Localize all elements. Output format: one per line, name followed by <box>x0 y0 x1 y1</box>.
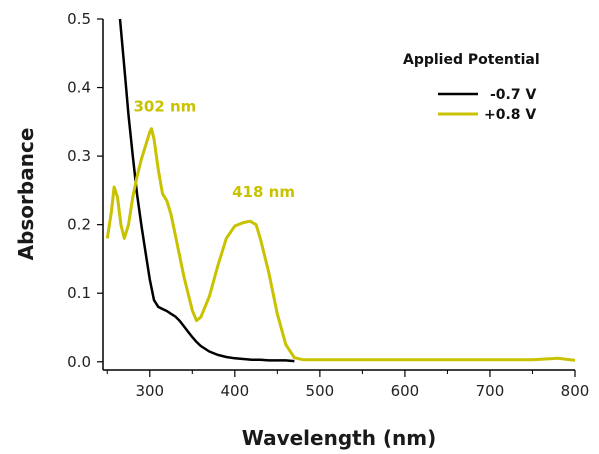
y-tick-label: 0.3 <box>67 147 91 165</box>
annotations: 302 nm 418 nm <box>133 97 294 201</box>
x-tick-label: 300 <box>135 382 164 400</box>
y-tick-label: 0.4 <box>67 79 91 97</box>
x-tick-label: 600 <box>391 382 420 400</box>
y-tick-label: 0.0 <box>67 353 91 371</box>
x-ticks: 300 400 500 600 700 800 <box>106 370 590 400</box>
x-tick-label: 500 <box>306 382 335 400</box>
y-axis-label: Absorbance <box>14 128 38 261</box>
series-line-1 <box>105 127 576 362</box>
x-tick-label: 400 <box>220 382 249 400</box>
y-ticks: 0.0 0.1 0.2 0.3 0.4 0.5 <box>67 10 103 371</box>
y-tick-label: 0.5 <box>67 10 91 28</box>
plot-lines <box>105 18 576 363</box>
y-tick-label: 0.2 <box>67 216 91 234</box>
series-line-0 <box>118 18 295 363</box>
legend-label-series-0: -0.7 V <box>490 87 536 103</box>
x-axis-label: Wavelength (nm) <box>242 426 437 450</box>
peak-annotation-0: 302 nm <box>133 97 196 115</box>
legend-label-series-1: +0.8 V <box>484 107 536 123</box>
axes <box>102 19 575 371</box>
x-tick-label: 800 <box>561 382 590 400</box>
x-tick-label: 700 <box>476 382 505 400</box>
legend: Applied Potential -0.7 V +0.8 V <box>403 52 540 123</box>
peak-annotation-1: 418 nm <box>232 183 295 201</box>
y-tick-label: 0.1 <box>67 284 91 302</box>
legend-title: Applied Potential <box>403 52 540 68</box>
